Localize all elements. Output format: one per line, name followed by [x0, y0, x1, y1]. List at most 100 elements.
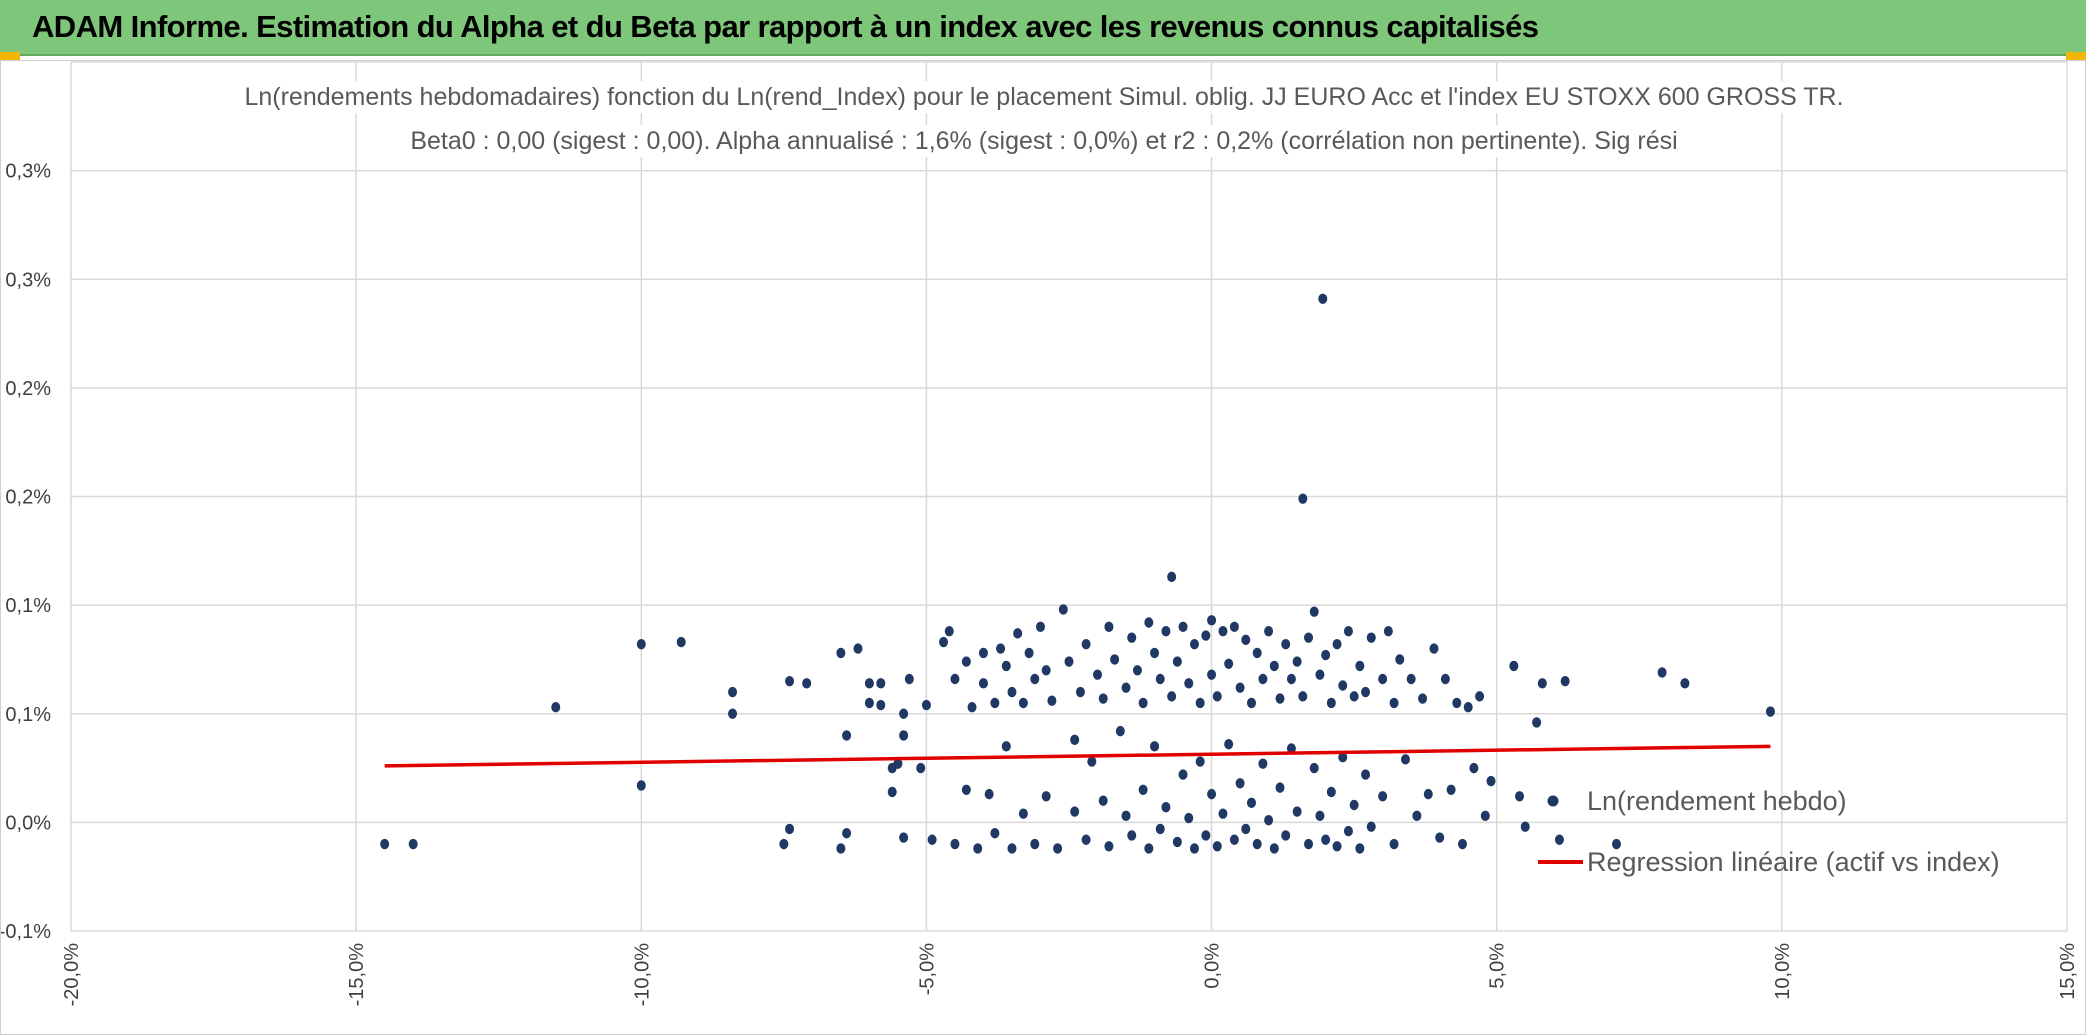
- data-point: [1138, 697, 1148, 709]
- y-axis-ticks: -0,1% 0,0% 0,1% 0,1% 0,2% 0,2% 0,3% 0,3%: [1, 161, 51, 943]
- data-point: [1047, 695, 1057, 706]
- scatter-points: [380, 293, 1775, 854]
- data-point: [1532, 717, 1542, 728]
- data-point: [1286, 743, 1296, 754]
- data-point: [636, 639, 646, 650]
- data-point: [1389, 697, 1399, 709]
- data-point: [1013, 628, 1023, 639]
- legend-marker-points: [1547, 795, 1559, 807]
- data-point: [1264, 625, 1274, 637]
- x-tick-label: -5,0%: [916, 943, 938, 995]
- legend: Ln(rendement hebdo) Regression linéaire …: [1538, 786, 2000, 877]
- y-tick-label: 0,2%: [5, 378, 51, 400]
- data-point: [1765, 706, 1775, 717]
- data-point: [1030, 838, 1040, 850]
- data-point: [853, 643, 863, 654]
- data-point: [1326, 786, 1336, 798]
- data-point: [551, 702, 561, 713]
- x-tick-label: -20,0%: [61, 943, 83, 1007]
- data-point: [1457, 838, 1467, 850]
- y-tick-label: 0,1%: [5, 595, 51, 617]
- data-point: [1207, 788, 1217, 800]
- y-tick-label: 0,2%: [5, 487, 51, 509]
- regression-line-path: [384, 744, 1771, 768]
- data-point: [1315, 669, 1325, 680]
- data-point: [1269, 660, 1279, 672]
- data-point: [1343, 825, 1353, 837]
- data-point: [1172, 656, 1182, 667]
- data-point: [1315, 810, 1325, 822]
- data-point: [1167, 571, 1177, 583]
- data-point: [1275, 782, 1285, 793]
- data-point: [1326, 697, 1336, 709]
- data-point: [1087, 756, 1097, 767]
- data-point: [1383, 625, 1393, 637]
- data-point: [967, 702, 977, 713]
- data-point: [899, 730, 909, 741]
- x-tick-label: 5,0%: [1487, 943, 1509, 989]
- page-title: ADAM Informe. Estimation du Alpha et du …: [32, 9, 1539, 44]
- data-point: [1155, 673, 1165, 685]
- data-point: [1115, 725, 1125, 737]
- data-point: [1355, 660, 1365, 672]
- data-point: [1269, 843, 1279, 854]
- data-point: [1104, 841, 1114, 852]
- data-point: [944, 625, 954, 637]
- x-tick-label: 15,0%: [2057, 943, 2079, 1000]
- data-point: [1520, 821, 1530, 832]
- data-point: [1252, 647, 1262, 659]
- data-point: [1554, 834, 1564, 845]
- data-point: [1007, 686, 1017, 698]
- data-point: [1343, 625, 1353, 637]
- data-point: [984, 788, 994, 800]
- data-point: [1680, 678, 1690, 689]
- data-point: [1309, 762, 1319, 774]
- data-point: [996, 643, 1006, 654]
- data-point: [1258, 673, 1268, 685]
- data-point: [899, 832, 909, 843]
- data-point: [1218, 625, 1228, 637]
- legend-label-regression: Regression linéaire (actif vs index): [1587, 847, 2000, 877]
- data-point: [1400, 754, 1410, 765]
- data-point: [1224, 658, 1234, 669]
- data-point: [1366, 632, 1376, 643]
- data-point: [1093, 669, 1103, 680]
- data-point: [1366, 821, 1376, 832]
- data-point: [1229, 834, 1239, 845]
- data-point: [1435, 832, 1445, 843]
- data-point: [973, 843, 983, 854]
- data-point: [893, 758, 903, 769]
- data-point: [1281, 830, 1291, 841]
- data-point: [1018, 808, 1028, 819]
- data-point: [1104, 621, 1114, 633]
- data-point: [1235, 682, 1245, 693]
- data-point: [1098, 795, 1108, 806]
- y-tick-label: 0,3%: [5, 269, 51, 291]
- x-tick-label: -10,0%: [631, 943, 653, 1007]
- data-point: [950, 673, 960, 685]
- data-point: [1041, 665, 1051, 676]
- data-point: [899, 708, 909, 719]
- data-point: [842, 730, 852, 741]
- chart-title-background: [400, 125, 1688, 157]
- data-point: [1121, 810, 1131, 822]
- data-point: [1229, 621, 1239, 633]
- data-point: [380, 838, 390, 850]
- data-point: [1418, 693, 1428, 704]
- data-point: [1275, 693, 1285, 704]
- data-point: [1150, 741, 1160, 752]
- data-point: [1429, 643, 1439, 654]
- data-point: [1378, 673, 1388, 685]
- data-point: [864, 678, 874, 689]
- chart-title-line-1: Ln(rendements hebdomadaires) fonction du…: [244, 83, 1843, 111]
- data-point: [1611, 838, 1621, 850]
- data-point: [1110, 654, 1120, 665]
- data-point: [1081, 639, 1091, 650]
- corner-marker-left: [0, 52, 20, 60]
- data-point: [836, 843, 846, 854]
- data-point: [1469, 762, 1479, 774]
- data-point: [939, 636, 949, 648]
- data-point: [961, 784, 971, 795]
- data-point: [1292, 806, 1302, 817]
- data-point: [1332, 841, 1342, 852]
